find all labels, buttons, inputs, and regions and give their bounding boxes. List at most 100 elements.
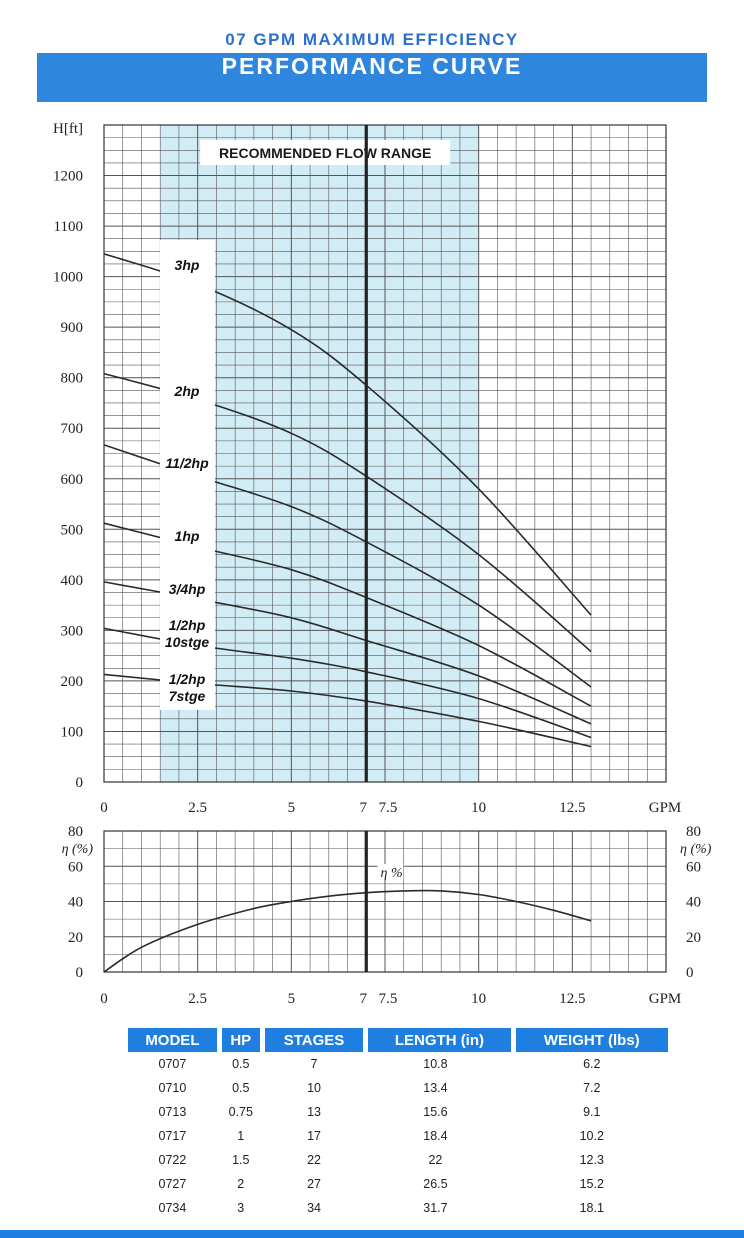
x-tick-label: 5 — [288, 800, 296, 816]
table-header-cell: MODEL — [128, 1028, 217, 1052]
table-cell: 12.3 — [579, 1153, 604, 1167]
series-label: 7stge — [169, 688, 206, 704]
series-label-bg — [377, 864, 404, 880]
y-tick-label: 500 — [61, 522, 84, 538]
table-cell: 1 — [237, 1129, 245, 1143]
table-header-cell: WEIGHT (lbs) — [515, 1028, 668, 1052]
y-tick-label: 80 — [68, 824, 83, 840]
y-tick-label: 800 — [61, 371, 84, 387]
y-tick-label: 400 — [61, 573, 84, 589]
y-tick-label: 100 — [61, 724, 84, 740]
bottom-bar — [0, 1230, 744, 1238]
table-cell: 0.5 — [232, 1081, 250, 1095]
table-cell: 0.5 — [232, 1057, 250, 1071]
table-row: 0722 1.5 22 22 12.3 — [128, 1148, 668, 1172]
table-cell: 0727 — [158, 1177, 187, 1191]
table-cell: 3 — [237, 1201, 245, 1215]
title-banner: PERFORMANCE CURVE — [37, 53, 707, 102]
table-cell: 0734 — [158, 1201, 187, 1215]
x-tick-label: 2.5 — [188, 991, 207, 1007]
table-header-cell: STAGES — [264, 1028, 364, 1052]
table-cell: 0.75 — [228, 1105, 253, 1119]
table-cell: 10.2 — [579, 1129, 604, 1143]
table-row: 0717 1 17 18.4 10.2 — [128, 1124, 668, 1148]
table-cell: 26.5 — [423, 1177, 448, 1191]
table-header-cell: LENGTH (in) — [368, 1028, 511, 1052]
y-tick-label: 300 — [61, 623, 84, 639]
y-tick-label: 900 — [61, 320, 84, 336]
table-cell: 22 — [307, 1153, 321, 1167]
recommended-label-bg — [200, 140, 451, 165]
table-cell: 2 — [237, 1177, 245, 1191]
x-tick-label: 10 — [471, 991, 486, 1007]
table-cell: 0710 — [158, 1081, 187, 1095]
series-label: 11/2hp — [165, 455, 209, 471]
y-tick-label: 700 — [61, 421, 84, 437]
x-tick-label: 0 — [100, 800, 108, 816]
y-tick-label-right: 20 — [686, 930, 701, 946]
x-tick-label: 7.5 — [379, 991, 398, 1007]
y-tick-label: 0 — [76, 965, 84, 981]
y-tick-label: 1000 — [53, 270, 83, 286]
y-tick-label-right: 60 — [686, 859, 701, 875]
table-cell: 0722 — [158, 1153, 187, 1167]
x-tick-label: 7 — [360, 991, 368, 1007]
table-row: 0713 0.75 13 15.6 9.1 — [128, 1100, 668, 1124]
table-cell: 7 — [310, 1057, 318, 1071]
page-subtitle: 07 GPM MAXIMUM EFFICIENCY — [225, 30, 519, 49]
table-row: 0707 0.5 7 10.8 6.2 — [128, 1052, 668, 1076]
model-spec-table: MODEL HP STAGES LENGTH (in) WEIGHT (lbs) 070… — [123, 1028, 673, 1220]
table-cell: 27 — [307, 1177, 321, 1191]
series-label: 1hp — [175, 528, 200, 544]
table-cell: 9.1 — [583, 1105, 601, 1119]
table-cell: 0717 — [158, 1129, 187, 1143]
y-tick-label: 60 — [68, 859, 83, 875]
y-tick-label: 1100 — [54, 219, 83, 235]
x-tick-label: 5 — [288, 991, 296, 1007]
x-axis-label: GPM — [649, 991, 682, 1007]
table-cell: 1.5 — [232, 1153, 250, 1167]
y-tick-label: 1200 — [53, 169, 83, 185]
table-cell: 22 — [428, 1153, 443, 1167]
table-cell: 15.2 — [579, 1177, 604, 1191]
table-cell: 31.7 — [423, 1201, 448, 1215]
x-axis-label: GPM — [649, 800, 682, 816]
plot-frame — [103, 830, 667, 973]
table-row: 0710 0.5 10 13.4 7.2 — [128, 1076, 668, 1100]
y-tick-label-right: 40 — [686, 895, 701, 911]
table-cell: 17 — [307, 1129, 321, 1143]
series-label: 1/2hp — [169, 671, 206, 687]
table-header-cell: HP — [221, 1028, 260, 1052]
y-tick-label-right: 80 — [686, 824, 701, 840]
x-tick-label: 12.5 — [559, 800, 585, 816]
head-chart: RECOMMENDED FLOW RANGE 3hp 2hp 11/2hp 1hp 3/4… — [53, 121, 681, 816]
table-cell: 7.2 — [583, 1081, 601, 1095]
y-axis-label: η (%) — [62, 842, 94, 857]
y-tick-label-right: 0 — [686, 965, 694, 981]
y-axis-label: H[ft] — [53, 121, 83, 137]
table-cell: 13 — [307, 1105, 321, 1119]
y-tick-label: 0 — [76, 775, 84, 791]
table-cell: 6.2 — [583, 1057, 601, 1071]
table-row: 0734 3 34 31.7 18.1 — [128, 1196, 668, 1220]
table-cell: 15.6 — [423, 1105, 448, 1119]
series-label: 2hp — [174, 383, 200, 399]
table-cell: 13.4 — [423, 1081, 448, 1095]
y-tick-label: 20 — [68, 930, 83, 946]
series-label: 3/4hp — [169, 581, 206, 597]
y-tick-label: 600 — [61, 472, 84, 488]
x-tick-label: 0 — [100, 991, 108, 1007]
table-cell: 0707 — [158, 1057, 187, 1071]
x-tick-label: 10 — [471, 800, 486, 816]
table-cell: 18.1 — [579, 1201, 604, 1215]
table-cell: 10 — [307, 1081, 321, 1095]
table-cell: 10.8 — [423, 1057, 448, 1071]
x-tick-label: 2.5 — [188, 800, 207, 816]
recommended-label: RECOMMENDED FLOW RANGE — [219, 145, 431, 161]
x-tick-label: 12.5 — [559, 991, 585, 1007]
table-cell: 18.4 — [423, 1129, 448, 1143]
table-row: 0727 2 27 26.5 15.2 — [128, 1172, 668, 1196]
table-cell: 34 — [307, 1201, 321, 1215]
series-label: 3hp — [175, 257, 200, 273]
